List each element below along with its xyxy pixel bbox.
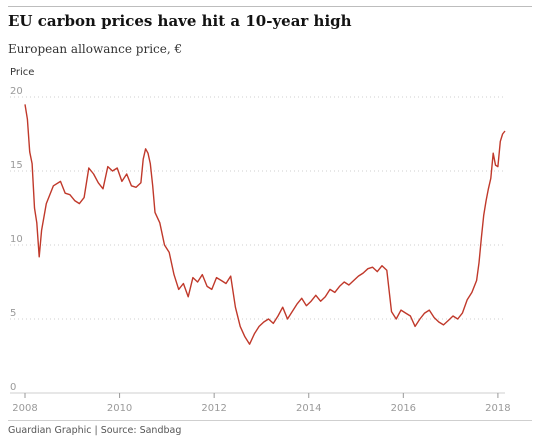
y-tick-label-10: 10 xyxy=(10,234,23,245)
price-series-line xyxy=(24,104,506,345)
y-tick-labels: 0 5 10 15 20 xyxy=(10,86,23,393)
chart-title: EU carbon prices have hit a 10-year high xyxy=(8,12,352,30)
y-tick-label-0: 0 xyxy=(10,382,16,393)
y-tick-label-15: 15 xyxy=(10,160,23,171)
top-rule xyxy=(8,6,532,7)
chart-subtitle: European allowance price, € xyxy=(8,42,183,56)
footer-rule xyxy=(8,420,532,421)
x-tick-label-2010: 2010 xyxy=(107,403,132,414)
x-tick-label-2016: 2016 xyxy=(391,403,416,414)
gridlines xyxy=(10,96,505,394)
y-tick-label-20: 20 xyxy=(10,86,23,97)
y-axis-label: Price xyxy=(10,67,34,78)
x-tick-label-2008: 2008 xyxy=(12,403,37,414)
x-tick-label-2018: 2018 xyxy=(485,403,510,414)
x-tick-label-2014: 2014 xyxy=(296,403,321,414)
y-tick-label-5: 5 xyxy=(10,308,16,319)
x-tick-label-2012: 2012 xyxy=(201,403,226,414)
x-axis: 2008 2010 2012 2014 2016 2018 xyxy=(12,393,511,414)
source-credit: Guardian Graphic | Source: Sandbag xyxy=(8,425,182,436)
